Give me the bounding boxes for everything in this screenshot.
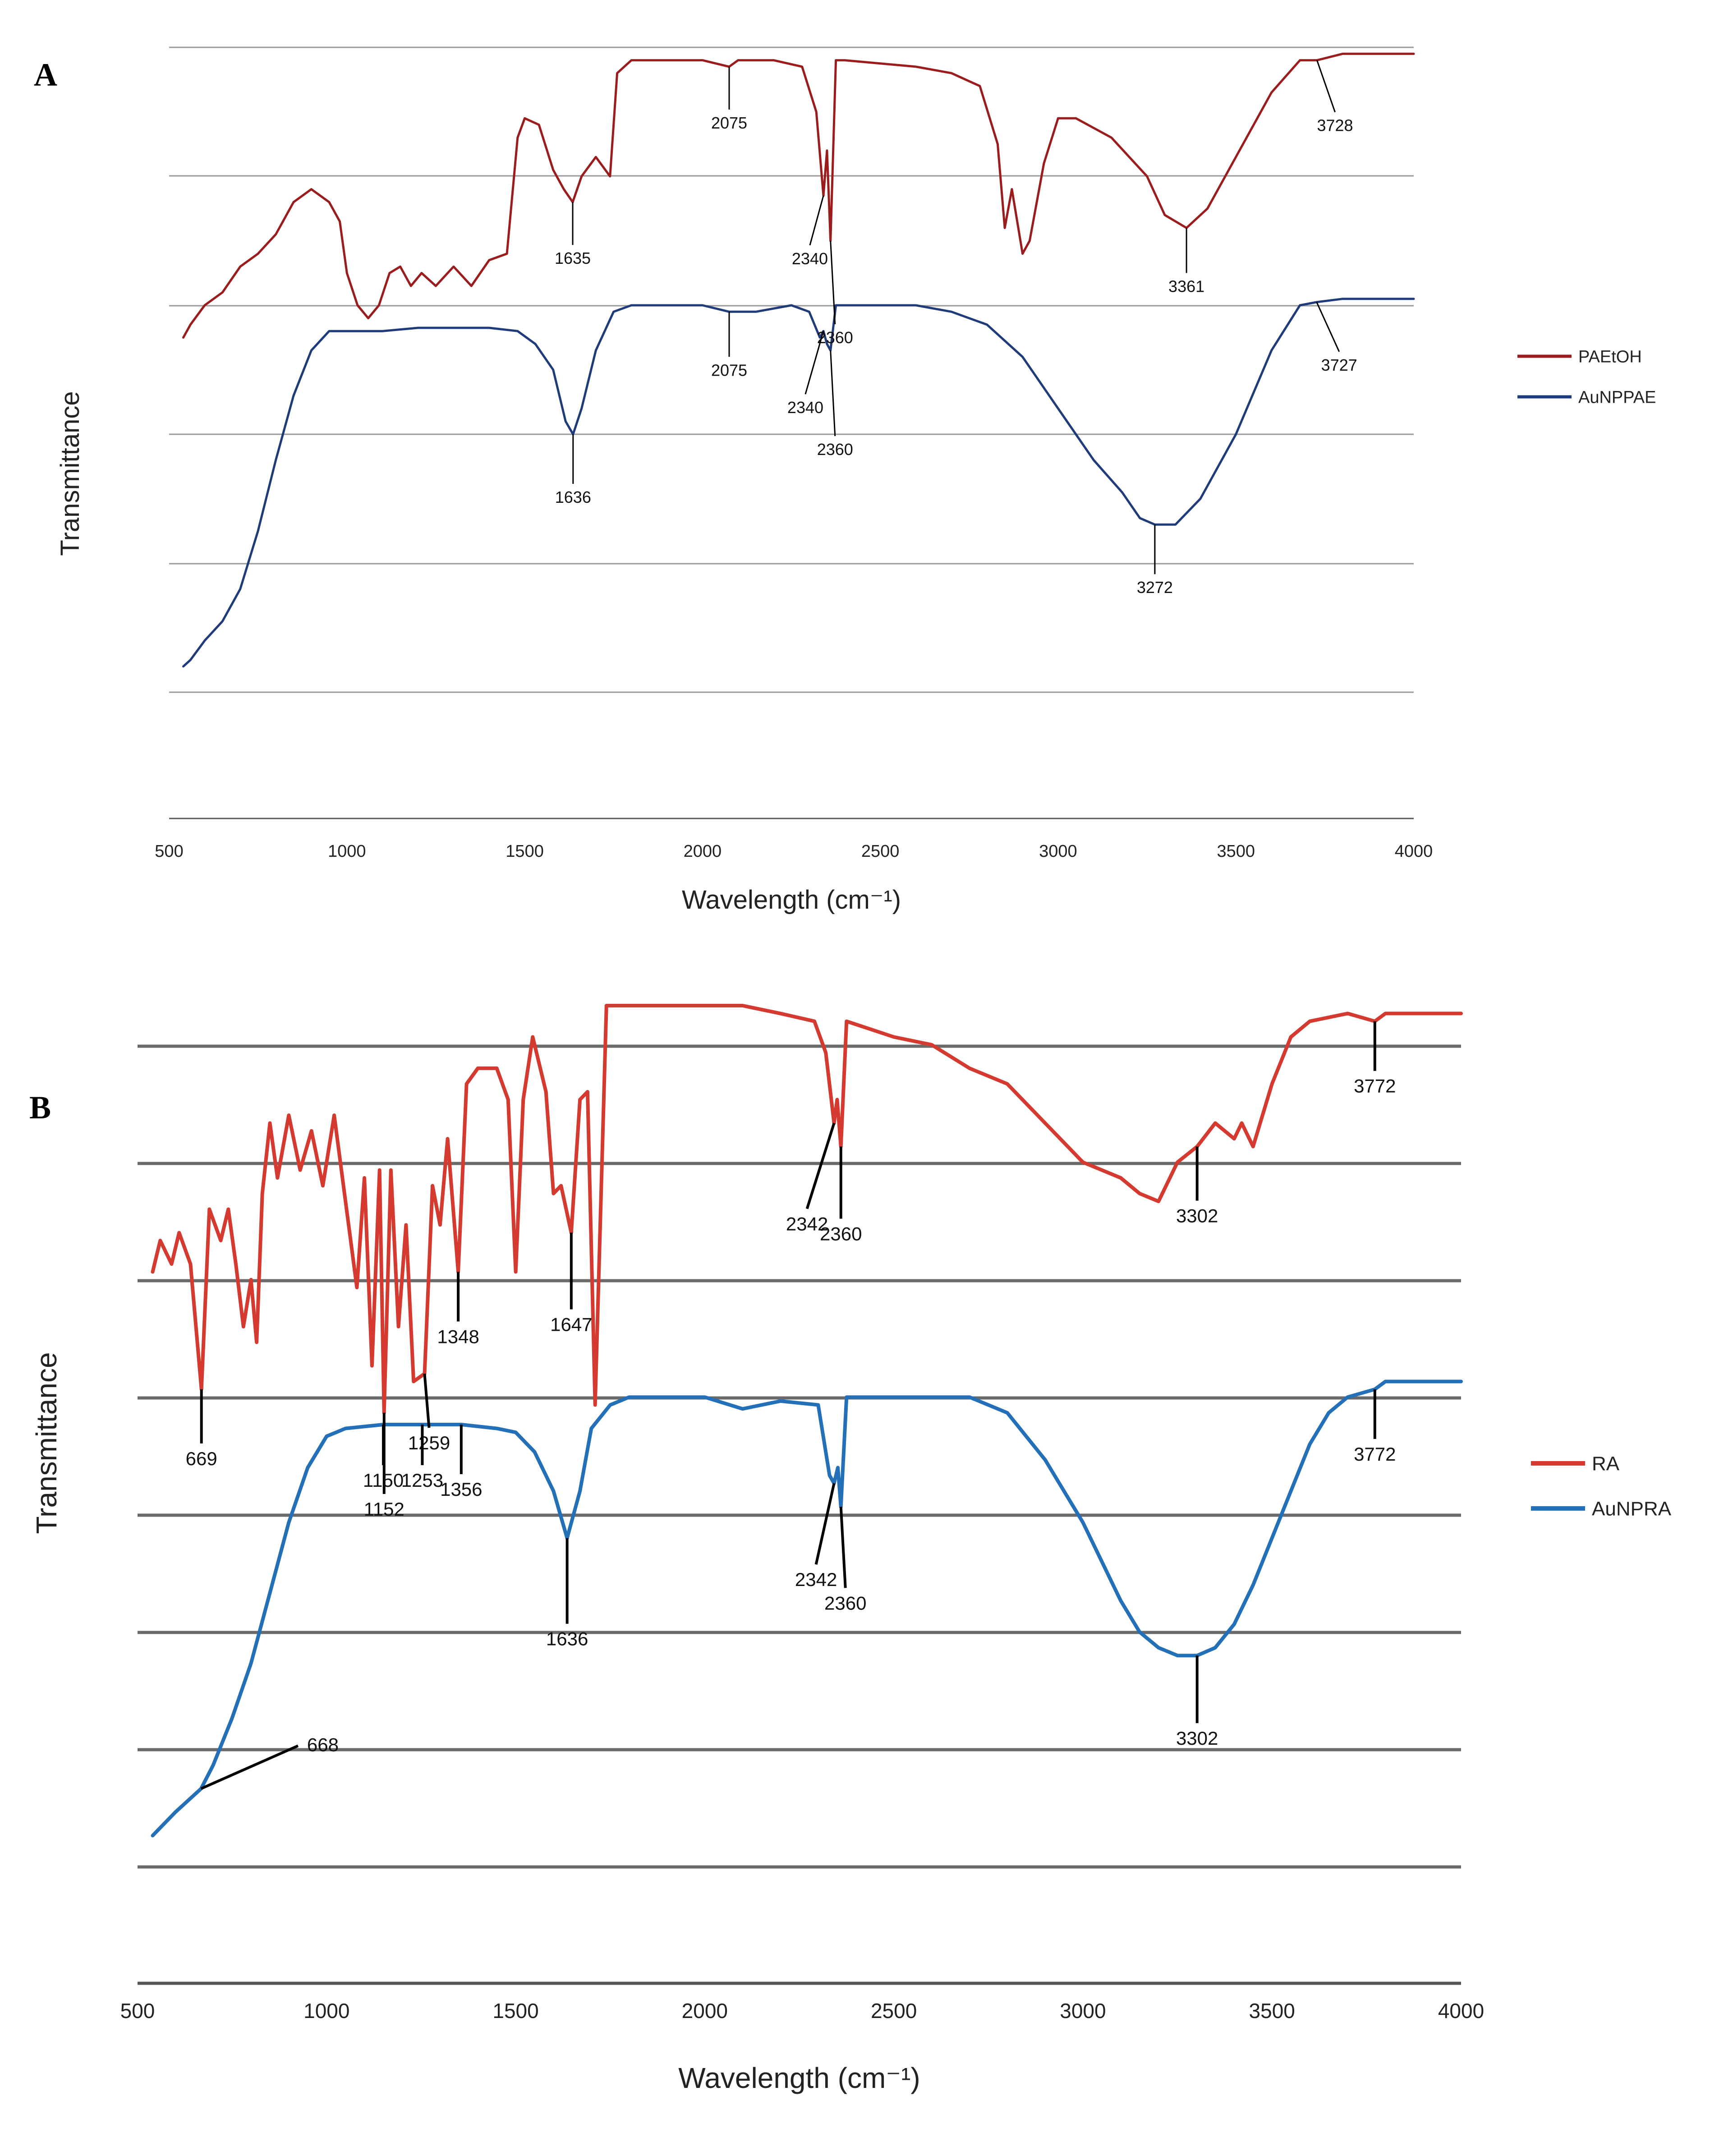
x-tick-label: 2000 — [684, 842, 722, 861]
peak-label: 2340 — [792, 249, 828, 268]
peak-label: 3302 — [1176, 1728, 1218, 1749]
annotation-leader — [830, 350, 836, 437]
annotation-leader — [839, 1507, 847, 1588]
x-axis-title: Wavelength (cm⁻¹) — [678, 2062, 920, 2094]
annotation-leader — [809, 195, 824, 246]
peak-label: 3728 — [1317, 116, 1353, 135]
peak-label: 2340 — [787, 398, 823, 417]
peak-label: 2342 — [795, 1569, 837, 1590]
peak-label: 1636 — [555, 488, 591, 506]
peak-label: 3361 — [1168, 277, 1204, 295]
x-tick-label: 1500 — [492, 1999, 538, 2023]
peak-label: 1635 — [555, 249, 591, 267]
annotation-leader — [804, 331, 824, 395]
series-line-aunpra — [151, 1379, 1463, 1838]
peak-label: 3772 — [1354, 1076, 1396, 1097]
panel-label: B — [29, 1089, 51, 1126]
x-tick-label: 2500 — [871, 1999, 917, 2023]
x-tick-label: 3500 — [1217, 842, 1255, 861]
x-tick-label: 3000 — [1060, 1999, 1106, 2023]
peak-label: 2360 — [820, 1223, 862, 1245]
series-line-ra — [151, 1004, 1463, 1415]
x-tick-label: 2000 — [682, 1999, 728, 2023]
annotation-leader — [1316, 302, 1340, 352]
annotation-leader — [1316, 60, 1336, 113]
peak-label: 2360 — [817, 440, 853, 459]
peak-label: 1152 — [364, 1499, 404, 1520]
x-axis-title: Wavelength (cm⁻¹) — [682, 885, 901, 915]
x-tick-label: 3500 — [1249, 1999, 1295, 2023]
peak-label: 3772 — [1354, 1443, 1396, 1465]
peak-label: 1348 — [437, 1326, 479, 1347]
peak-label: 2075 — [711, 114, 747, 132]
panel-a-chart: 500 1000 1500 2000 2500 3000 3500 4000 Wavelengt… — [34, 46, 1656, 915]
peak-label: 1259 — [408, 1432, 450, 1453]
peak-label: 668 — [307, 1734, 339, 1755]
peak-label: 669 — [186, 1448, 217, 1469]
y-axis-title: Transmittance — [30, 1352, 63, 1534]
x-tick-label: 500 — [120, 1999, 155, 2023]
peak-label: 1636 — [546, 1628, 588, 1650]
x-tick-label: 500 — [155, 842, 183, 861]
x-tick-label: 4000 — [1395, 842, 1433, 861]
x-tick-label: 1500 — [506, 842, 544, 861]
peak-label: 1150 — [363, 1470, 404, 1491]
x-tick-label: 4000 — [1438, 1999, 1484, 2023]
legend-label: AuNPRA — [1592, 1498, 1672, 1520]
annotation-leader — [814, 1483, 836, 1565]
x-tick-label: 3000 — [1039, 842, 1077, 861]
annotation-leader — [423, 1373, 431, 1428]
peak-label: 3727 — [1321, 356, 1357, 374]
x-tick-label: 2500 — [861, 842, 900, 861]
peak-label: 2360 — [824, 1592, 866, 1614]
peak-label: 3302 — [1176, 1205, 1218, 1227]
peak-label: 2360 — [817, 328, 853, 347]
x-tick-label: 1000 — [328, 842, 366, 861]
annotation-leader — [805, 1122, 836, 1209]
annotation-leader — [200, 1744, 299, 1790]
panel-b-chart: 500 1000 1500 2000 2500 3000 3500 4000 Wavelengt… — [29, 1004, 1672, 2094]
annotation-leader — [830, 240, 836, 325]
series-line-paetoh — [182, 52, 1415, 339]
peak-label: 3272 — [1137, 578, 1173, 597]
peak-label: 1356 — [440, 1479, 482, 1500]
peak-label: 1647 — [550, 1314, 592, 1335]
y-axis-title: Transmittance — [55, 391, 85, 556]
panel-label: A — [34, 57, 57, 93]
x-tick-label: 1000 — [303, 1999, 349, 2023]
peak-label: 1253 — [401, 1470, 443, 1491]
legend-label: RA — [1592, 1453, 1620, 1475]
peak-label: 2342 — [786, 1213, 828, 1234]
legend-label: AuNPPAE — [1578, 388, 1656, 407]
legend-label: PAEtOH — [1578, 347, 1642, 366]
peak-label: 2075 — [711, 361, 747, 379]
